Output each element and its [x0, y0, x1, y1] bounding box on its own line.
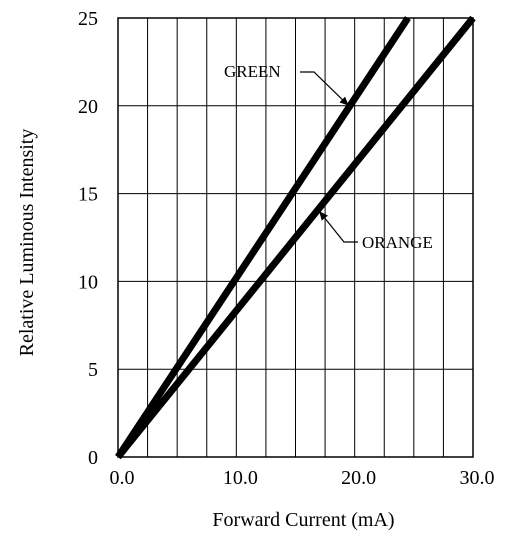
leader-arrow-orange	[319, 211, 328, 221]
series-label-green: GREEN	[224, 62, 281, 81]
series-line-green	[115, 16, 411, 459]
y-tick-label: 20	[78, 96, 98, 118]
x-tick-label: 20.0	[341, 467, 376, 489]
series-label-orange: ORANGE	[362, 233, 433, 252]
y-tick-label: 10	[78, 271, 98, 293]
annotation-layer: GREEN ORANGE	[224, 62, 433, 252]
tick-layer: 0.0 10.0 20.0 30.0 0 5 10 15 20 25	[78, 8, 495, 489]
leader-arrow-green	[339, 96, 349, 106]
leader-line-green	[300, 71, 350, 107]
plot-frame	[117, 17, 474, 458]
series-layer	[115, 15, 476, 460]
y-axis-title: Relative Luminous Intensity	[16, 129, 38, 357]
series-line-orange	[115, 15, 476, 460]
leader-line-orange	[318, 210, 358, 243]
x-tick-label: 10.0	[223, 467, 258, 489]
y-tick-label: 15	[78, 184, 98, 206]
y-tick-label: 5	[88, 359, 98, 381]
y-tick-label: 25	[78, 8, 98, 30]
x-tick-label: 0.0	[110, 467, 135, 489]
x-tick-label: 30.0	[460, 467, 495, 489]
y-tick-label: 0	[88, 447, 98, 469]
x-axis-title: Forward Current (mA)	[212, 509, 394, 531]
